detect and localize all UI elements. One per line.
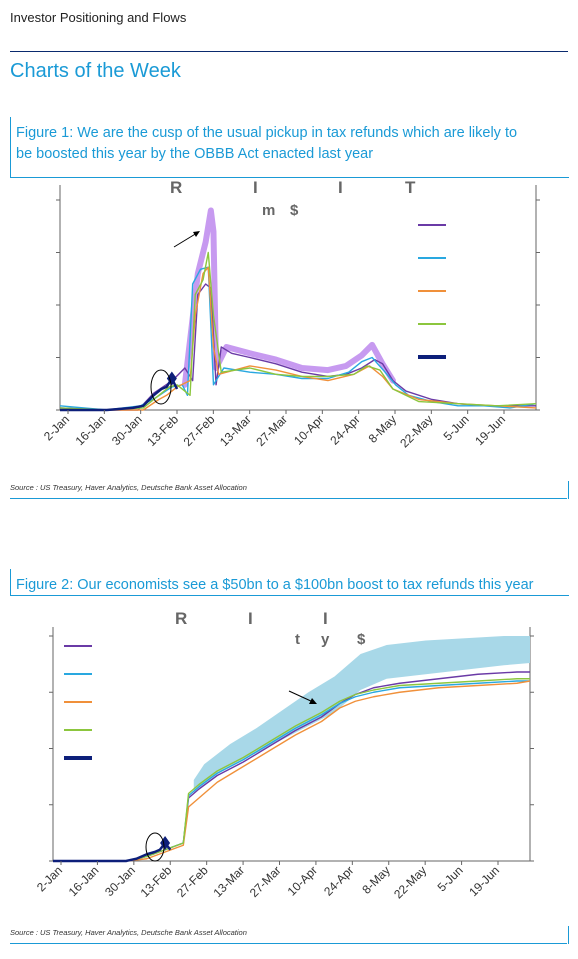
- figure1-chart-title-frag-i2: I: [338, 178, 343, 197]
- figure1-annotation-arrowhead: [193, 231, 200, 237]
- figure1-title: Figure 1: We are the cusp of the usual p…: [16, 123, 517, 165]
- figure2-x-axis: 2-Jan 16-Jan 30-Jan 13-Feb 27-Feb 13-Mar 27-Ma…: [34, 861, 502, 901]
- x-tick-label: 10-Apr: [285, 863, 320, 898]
- figure2-source: Source : US Treasury, Haver Analytics, D…: [10, 928, 247, 937]
- x-tick-label: 22-May: [397, 412, 435, 450]
- figure2-chart-title-frag-r: R: [175, 609, 187, 628]
- x-tick-label: 27-Mar: [253, 412, 290, 449]
- x-tick-label: 22-May: [391, 863, 429, 901]
- figure2-series-lines: [53, 671, 531, 863]
- x-tick-label: 19-Jun: [472, 412, 508, 448]
- x-tick-label: 13-Mar: [217, 412, 254, 449]
- figure2-chart-subtitle-frag-t: t: [295, 631, 300, 648]
- figure1-series-lines: [59, 251, 537, 412]
- series-line-5: [53, 841, 172, 863]
- figure2-bottom-rule: [10, 943, 567, 944]
- x-tick-label: 16-Jan: [66, 863, 102, 899]
- x-tick-label: 5-Jun: [441, 412, 472, 443]
- figure1-title-box: [10, 117, 569, 178]
- figure1-chart-subtitle-frag-m: m: [262, 202, 275, 219]
- figure1-chart-title-frag-i1: I: [253, 178, 258, 197]
- x-tick-label: 8-May: [366, 412, 399, 445]
- x-tick-label: 5-Jun: [435, 863, 466, 894]
- figure1-x-axis: 2-Jan 16-Jan 30-Jan 13-Feb 27-Feb 13-Mar 27-Ma…: [41, 410, 508, 450]
- figure1-chart-subtitle-frag-dollar: $: [290, 202, 299, 219]
- figure1-annotations: [150, 231, 200, 405]
- figure1-source-bar: [568, 481, 569, 499]
- figure2-chart-subtitle-frag-dollar: $: [357, 631, 366, 648]
- series-line-5: [60, 377, 179, 412]
- series-line-2: [59, 266, 537, 411]
- figure2-highlight-ellipse: [145, 832, 165, 862]
- figure1-axes-frame: [56, 185, 540, 411]
- figure2-range-band: [193, 636, 531, 794]
- header-rule: [10, 51, 568, 52]
- x-tick-label: 2-Jan: [41, 412, 72, 443]
- figure1-chart: R I I T m $ 2-Jan 16-Jan 30-Jan 13-Feb 27-Fe…: [41, 178, 540, 450]
- figure1-title-line2: be boosted this year by the OBBB Act ena…: [16, 146, 374, 162]
- range-band-line: [181, 207, 396, 388]
- figure2-chart-subtitle-frag-y: y: [321, 631, 330, 648]
- x-tick-label: 30-Jan: [102, 863, 138, 899]
- figure2-annotations: [145, 690, 317, 862]
- x-tick-label: 24-Apr: [321, 863, 356, 898]
- series-line-4: [59, 251, 537, 411]
- figure1-range-band: [181, 207, 396, 388]
- figure2-annotation-arrowhead: [309, 698, 317, 704]
- x-tick-label: 2-Jan: [34, 863, 65, 894]
- figure2-chart-title-frag-i1: I: [248, 609, 253, 628]
- figure2-legend: [64, 645, 92, 760]
- x-tick-label: 13-Mar: [210, 863, 247, 900]
- report-header: Investor Positioning and Flows: [10, 10, 187, 25]
- x-tick-label: 27-Feb: [174, 863, 211, 900]
- x-tick-label: 13-Feb: [144, 412, 181, 449]
- figure1-chart-title-frag-r: R: [170, 178, 182, 197]
- range-band-area: [193, 636, 531, 794]
- series-line-3: [60, 266, 537, 411]
- figure1-chart-title-frag-t: T: [405, 178, 416, 197]
- figure2-chart-title-frag-i2: I: [323, 609, 328, 628]
- x-tick-label: 16-Jan: [73, 412, 109, 448]
- series-marker-diamond: [166, 371, 177, 386]
- x-tick-label: 24-Apr: [327, 412, 362, 447]
- section-title: Charts of the Week: [10, 60, 181, 82]
- figure1-title-line1: Figure 1: We are the cusp of the usual p…: [16, 125, 518, 141]
- x-tick-label: 30-Jan: [109, 412, 145, 448]
- x-tick-label: 13-Feb: [138, 863, 175, 900]
- figure1-legend: [418, 224, 446, 359]
- figure2-axes-frame: [49, 627, 534, 862]
- figure2-source-bar: [568, 926, 569, 944]
- figure1-annotation-arrow: [173, 232, 198, 248]
- figure1-source: Source : US Treasury, Haver Analytics, D…: [10, 483, 247, 492]
- figure2-title-box: [10, 569, 569, 596]
- x-tick-label: 10-Apr: [291, 412, 326, 447]
- figure1-bottom-rule: [10, 498, 567, 499]
- figure2-annotation-arrow: [288, 690, 314, 703]
- x-tick-label: 27-Feb: [181, 412, 218, 449]
- x-tick-label: 27-Mar: [247, 863, 284, 900]
- x-tick-label: 8-May: [359, 863, 392, 896]
- figure2-title: Figure 2: Our economists see a $50bn to …: [16, 577, 534, 593]
- x-tick-label: 19-Jun: [466, 863, 502, 899]
- series-line-1: [59, 283, 536, 411]
- figure1-highlight-ellipse: [150, 369, 172, 405]
- figure2-chart: R I I t y $ 2-Jan 16-Jan 30-Jan 13-Feb 27-Fe…: [34, 609, 534, 901]
- series-line-1: [53, 671, 530, 862]
- series-line-3: [53, 680, 531, 862]
